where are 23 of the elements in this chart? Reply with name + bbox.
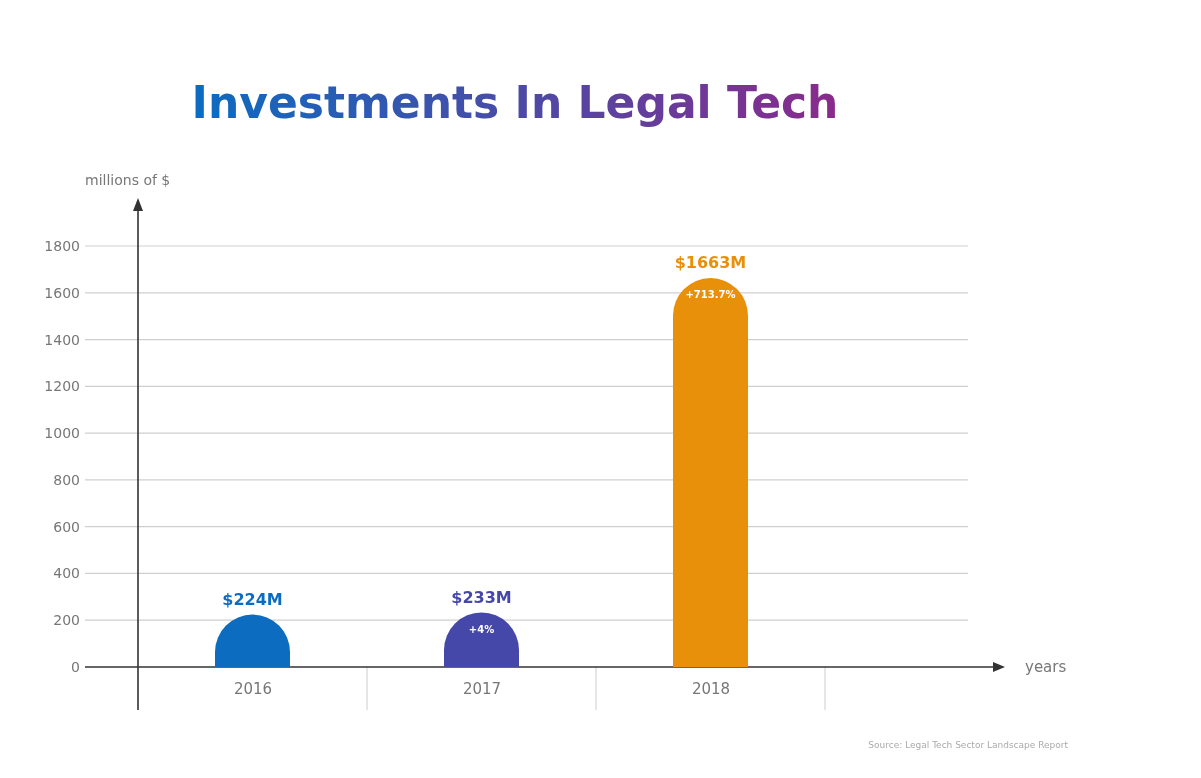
x-tick-label: 2016 — [233, 679, 273, 698]
y-tick-label: 1000 — [44, 425, 80, 442]
x-tick-label: 2017 — [462, 679, 502, 698]
y-tick-label: 1400 — [44, 331, 80, 348]
data-label: $1663M — [674, 253, 747, 273]
annotation: +4% — [468, 623, 495, 635]
annotation: +713.7% — [685, 289, 736, 301]
data-label: $224M — [222, 589, 283, 609]
x-tick-label: 2018 — [691, 679, 731, 698]
y-tick-label: 600 — [53, 518, 80, 535]
data-label: $233M — [451, 587, 512, 607]
chart-title: Investments In Legal Tech — [191, 77, 839, 128]
bar — [673, 278, 748, 667]
y-tick-label: 1600 — [44, 284, 80, 301]
y-axis-title: millions of $ — [85, 172, 171, 188]
y-tick-label: 0 — [71, 658, 80, 675]
y-tick-label: 400 — [53, 565, 80, 582]
x-axis-title: years — [1025, 658, 1067, 676]
y-tick-label: 1200 — [44, 378, 80, 395]
y-tick-label: 800 — [53, 471, 80, 488]
source-note: Source: Legal Tech Sector Landscape Report — [868, 740, 1069, 750]
y-tick-label: 1800 — [44, 237, 80, 254]
y-tick-label: 200 — [53, 612, 80, 629]
